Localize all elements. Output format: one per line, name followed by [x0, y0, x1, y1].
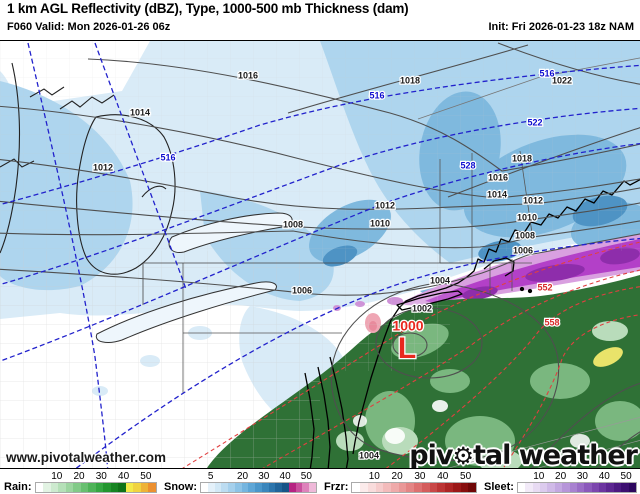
contour-label: 1004 — [359, 450, 379, 460]
contour-label: 1014 — [487, 189, 507, 199]
legend-label: Frzr: — [324, 481, 349, 493]
contour-label: 1008 — [515, 230, 535, 240]
legend-tick: 40 — [437, 471, 449, 482]
watermark: www.pivotalweather.com — [6, 450, 167, 465]
legend-tick: 50 — [620, 471, 632, 482]
legend-label: Rain: — [4, 481, 32, 493]
contour-label: 1004 — [430, 275, 450, 285]
map-title: 1 km AGL Reflectivity (dBZ), Type, 1000-… — [7, 1, 409, 16]
contour-label: 1006 — [292, 285, 312, 295]
contour-label: 1016 — [488, 172, 508, 182]
legend-label: Snow: — [164, 481, 197, 493]
contour-label: 1008 — [283, 219, 303, 229]
high-dbz-yellow-patch — [593, 347, 623, 367]
legend-tick: 20 — [555, 471, 567, 482]
legend-colorbar — [200, 482, 317, 493]
legend-tick: 50 — [460, 471, 472, 482]
contour-label: 1010 — [370, 218, 390, 228]
contour-label: 1016 — [238, 70, 258, 80]
header: 1 km AGL Reflectivity (dBZ), Type, 1000-… — [0, 0, 640, 40]
legend-tick: 30 — [258, 471, 270, 482]
legend-bar: Rain: 10 20 30 40 50 Snow: 5 20 30 40 50 Frzr: 10 20 30… — [0, 468, 640, 494]
legend-group-sleet: Sleet: 10 20 30 40 50 — [480, 471, 640, 494]
legend-tick: 30 — [414, 471, 426, 482]
legend-tick: 10 — [533, 471, 545, 482]
gear-icon: ⚙ — [452, 442, 473, 470]
contour-label: 1006 — [513, 245, 533, 255]
contour-label: 1012 — [523, 195, 543, 205]
contour-label: 516 — [539, 68, 554, 78]
contour-label: 1014 — [130, 107, 150, 117]
thickness-lines-blue — [0, 42, 640, 469]
init-time: Init: Fri 2026-01-23 18z NAM — [488, 21, 635, 33]
legend-colorbar — [351, 482, 477, 493]
legend-tick: 30 — [95, 471, 107, 482]
legend-tick: 30 — [576, 471, 588, 482]
contour-label: 1018 — [512, 153, 532, 163]
logo-text-pre: piv — [409, 440, 453, 471]
legend-group-frzr: Frzr: 10 20 30 40 50 — [320, 471, 480, 494]
legend-tick: 40 — [598, 471, 610, 482]
contour-label: 516 — [160, 152, 175, 162]
graticule — [443, 416, 640, 469]
legend-label: Sleet: — [484, 481, 514, 493]
contour-label: 1012 — [93, 162, 113, 172]
thickness-lines-red — [180, 241, 640, 469]
contour-label: 522 — [527, 117, 542, 127]
logo-text-post: tal weather — [472, 440, 638, 471]
contour-label: 516 — [369, 90, 384, 100]
legend-tick: 20 — [236, 471, 249, 482]
legend-group-snow: Snow: 5 20 30 40 50 — [160, 471, 320, 494]
contour-label: 528 — [460, 160, 475, 170]
michigan-outline — [0, 62, 176, 275]
legend-tick: 5 — [207, 471, 214, 482]
contour-label: 1018 — [400, 75, 420, 85]
contour-label: 1010 — [517, 212, 537, 222]
isobars — [0, 42, 640, 469]
contour-label: 1012 — [375, 200, 395, 210]
legend-colorbar — [516, 482, 637, 493]
contour-label: 552 — [537, 282, 552, 292]
legend-tick: 50 — [300, 471, 312, 482]
legend-colorbar — [34, 482, 157, 493]
low-pressure-value: 1000 — [392, 318, 423, 334]
forecast-map[interactable]: 1016 1014 1012 1018 1022 1018 1016 1014 1012 1012… — [0, 40, 640, 471]
contour-label: 1022 — [552, 75, 572, 85]
contour-labels: 1016 1014 1012 1018 1022 1018 1016 1014 1012 1012… — [92, 67, 573, 461]
legend-tick: 40 — [279, 471, 291, 482]
legend-tick: 10 — [51, 471, 63, 482]
legend-tick: 50 — [140, 471, 152, 482]
low-symbol: L — [398, 332, 416, 365]
legend-tick: 20 — [73, 471, 85, 482]
map-canvas: 1016 1014 1012 1018 1022 1018 1016 1014 1012 1012… — [0, 41, 640, 469]
legend-group-rain: Rain: 10 20 30 40 50 — [0, 471, 160, 494]
contour-label: 558 — [544, 317, 559, 327]
legend-tick: 40 — [118, 471, 130, 482]
valid-time: F060 Valid: Mon 2026-01-26 06z — [7, 21, 171, 33]
domain-boundary — [142, 262, 480, 305]
low-pressure-marker: 1000 L — [391, 316, 425, 366]
contour-label: 1002 — [412, 303, 432, 313]
legend-tick: 10 — [368, 471, 380, 482]
legend-tick: 20 — [391, 471, 403, 482]
pivotal-weather-logo: piv⚙tal weather — [409, 440, 638, 471]
